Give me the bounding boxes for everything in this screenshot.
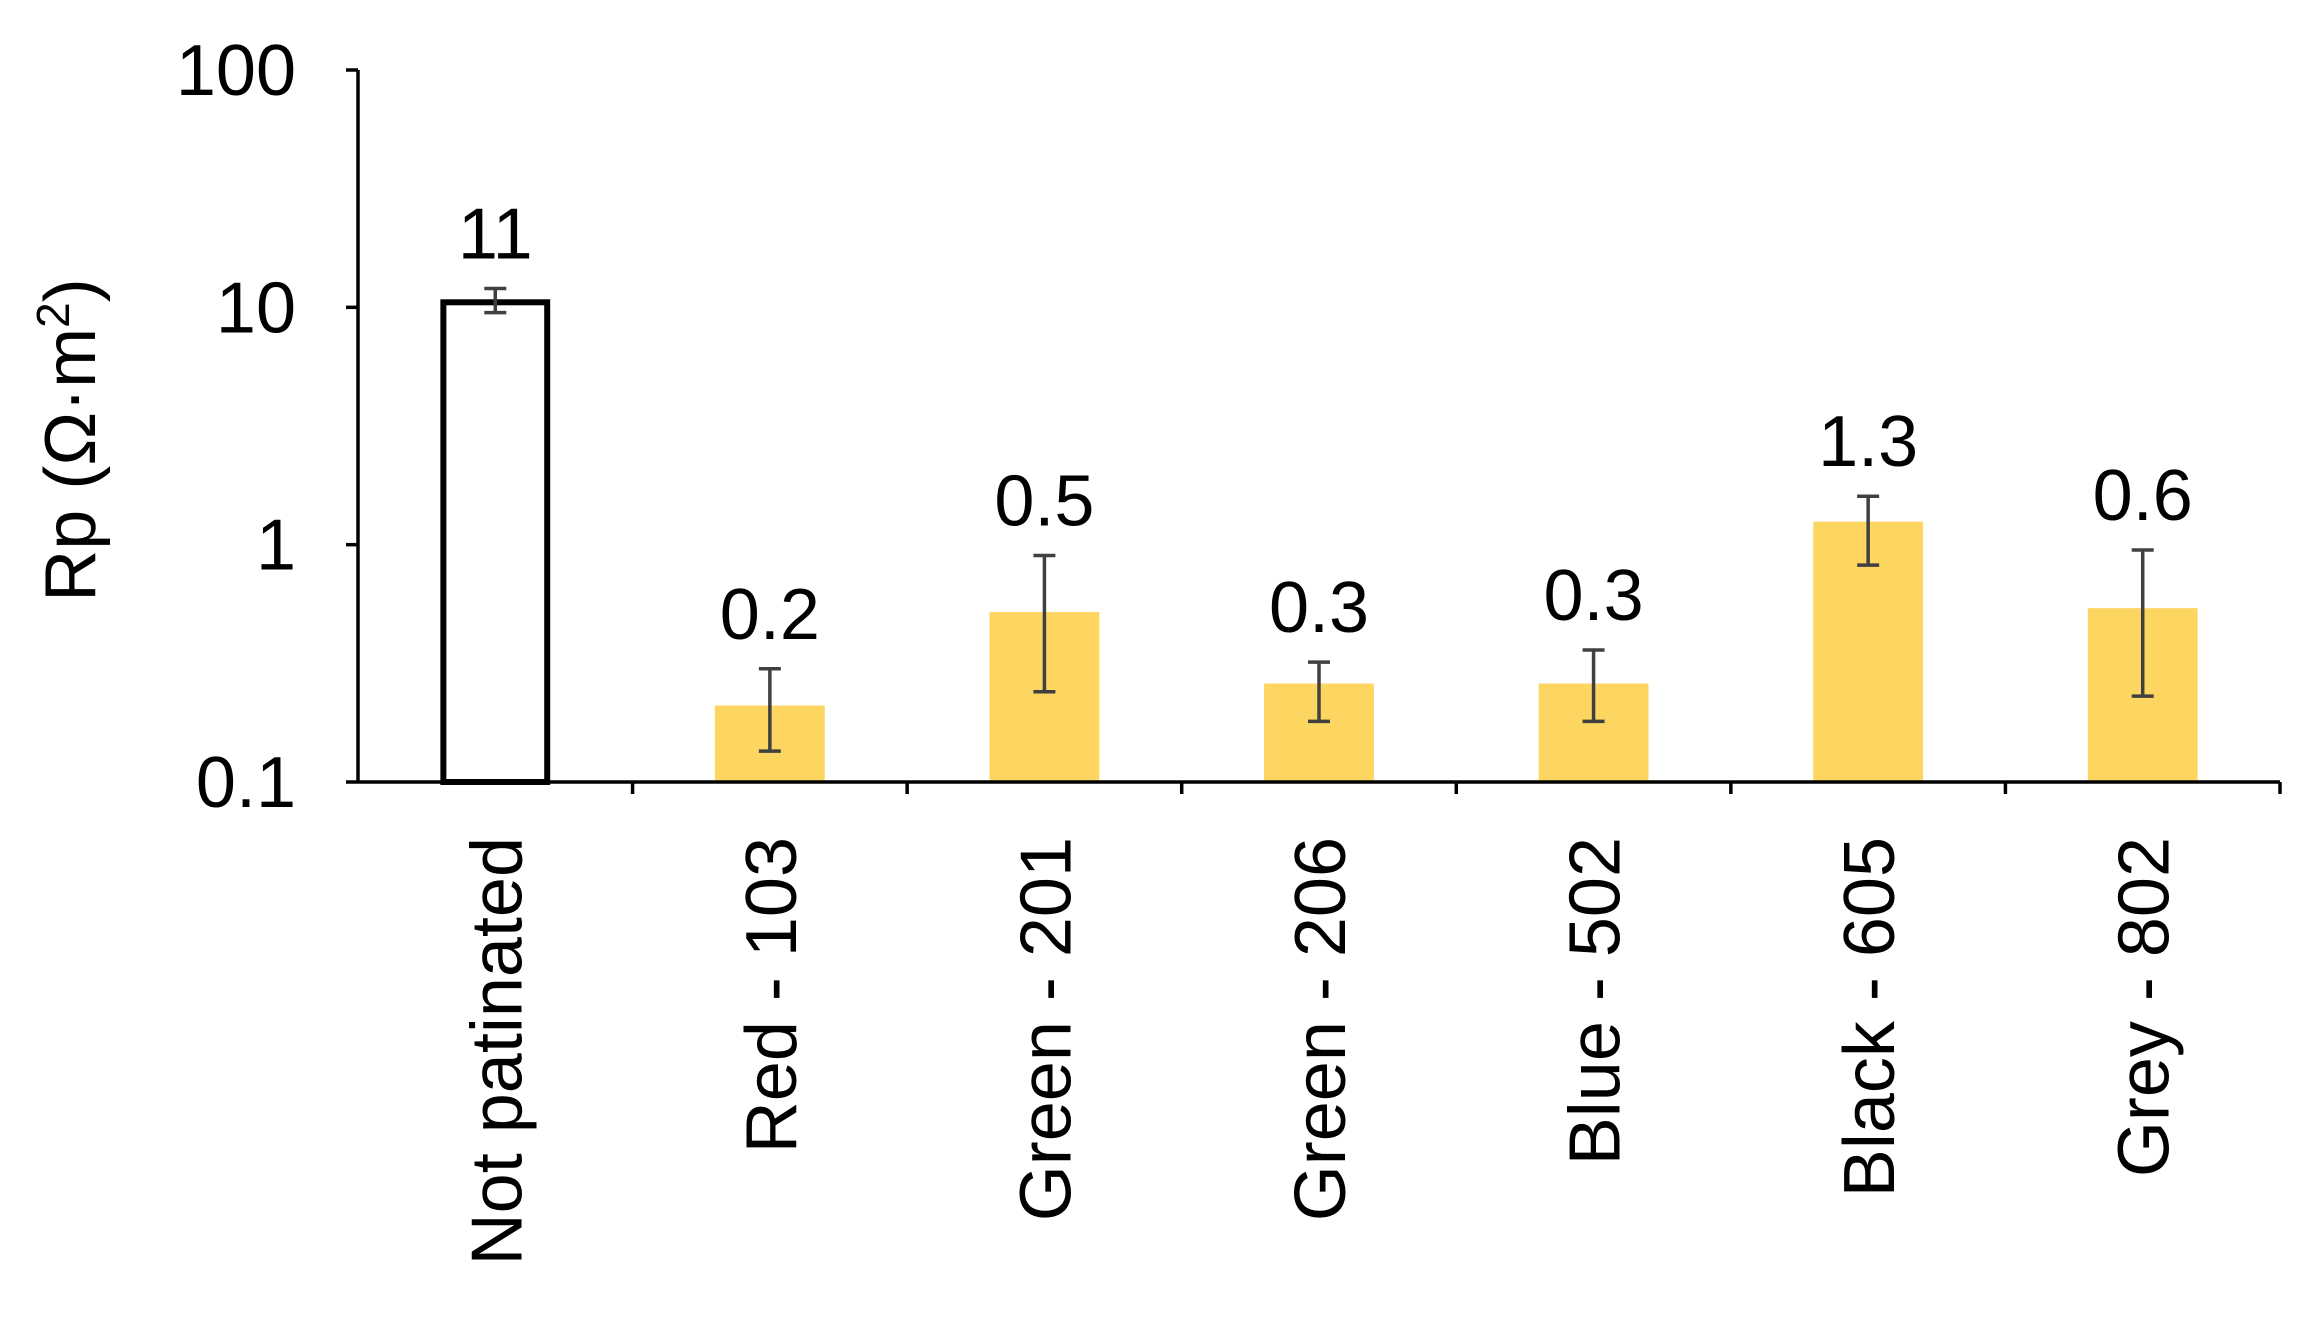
y-axis-title: Rp (Ω·m2) <box>27 278 111 601</box>
data-label-4: 0.3 <box>1544 556 1644 636</box>
data-label-2: 0.5 <box>994 462 1094 542</box>
x-category-label-0: Not patinated <box>457 837 537 1265</box>
data-label-6: 0.6 <box>2093 456 2193 536</box>
error-bar-2 <box>1033 553 1056 694</box>
error-bar-4 <box>1582 648 1605 724</box>
bar-0 <box>440 299 551 785</box>
data-label-1: 0.2 <box>720 575 820 655</box>
y-tick-label-3: 100 <box>176 31 296 111</box>
data-label-5: 1.3 <box>1818 402 1918 482</box>
x-category-label-5: Black - 605 <box>1830 837 1910 1197</box>
x-category-label-1: Red - 103 <box>732 837 812 1153</box>
y-tick-label-0: 0.1 <box>196 743 296 823</box>
error-bar-0 <box>484 286 507 315</box>
x-category-label-2: Green - 201 <box>1006 837 1086 1221</box>
error-bar-3 <box>1308 660 1330 724</box>
x-category-label-6: Grey - 802 <box>2105 837 2185 1177</box>
data-label-0: 11 <box>458 195 533 275</box>
data-label-3: 0.3 <box>1269 568 1369 648</box>
x-category-label-4: Blue - 502 <box>1556 837 1636 1165</box>
x-category-label-3: Green - 206 <box>1281 837 1361 1221</box>
error-bar-1 <box>758 667 781 753</box>
y-tick-label-2: 10 <box>216 268 296 348</box>
error-bar-5 <box>1857 494 1880 567</box>
error-bar-6 <box>2131 548 2154 698</box>
y-tick-label-1: 1 <box>256 506 296 586</box>
